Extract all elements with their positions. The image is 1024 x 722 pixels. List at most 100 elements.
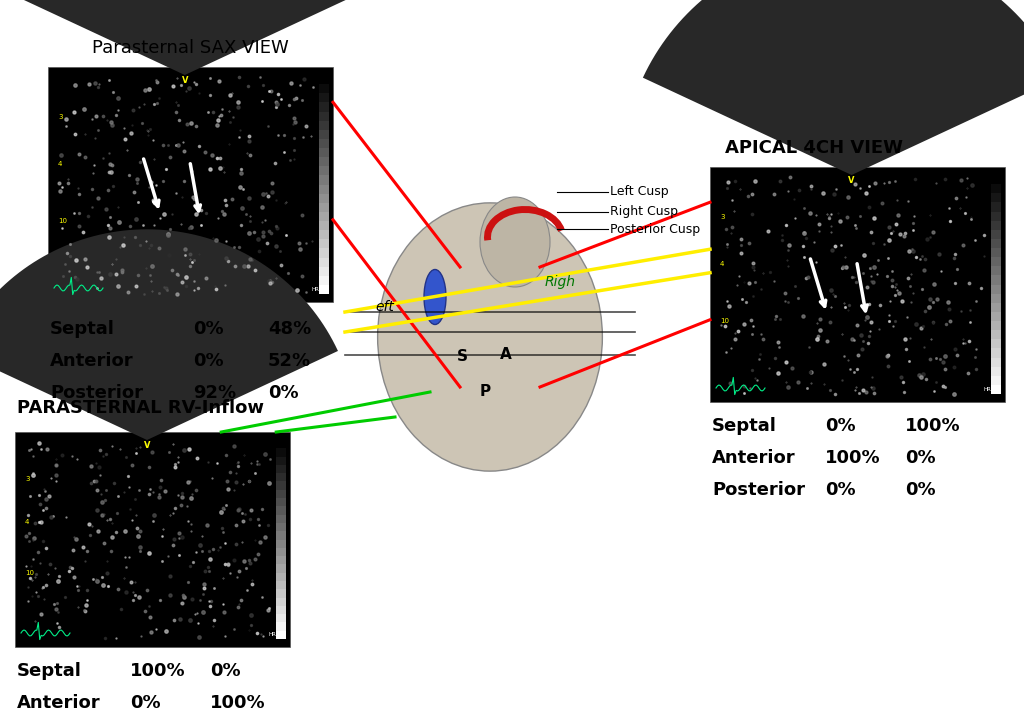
Bar — [319, 148, 329, 157]
Bar — [276, 523, 286, 531]
Text: A: A — [501, 347, 512, 362]
Text: eft: eft — [375, 300, 394, 314]
Bar — [48, 67, 333, 302]
Bar — [319, 103, 329, 111]
Bar — [991, 266, 1001, 275]
Text: 52%: 52% — [268, 352, 311, 370]
Bar — [319, 185, 329, 193]
Bar — [276, 506, 286, 515]
Bar — [276, 622, 286, 631]
Text: 0%: 0% — [268, 384, 299, 402]
Bar — [276, 473, 286, 482]
Bar — [319, 175, 329, 185]
Bar — [991, 330, 1001, 339]
Bar — [991, 321, 1001, 330]
Bar — [276, 598, 286, 606]
Text: HR: HR — [983, 387, 991, 392]
Bar — [991, 284, 1001, 294]
Text: Anterior: Anterior — [17, 694, 100, 712]
Text: 48%: 48% — [268, 320, 311, 338]
Text: Parasternal SAX VIEW: Parasternal SAX VIEW — [92, 39, 289, 57]
Ellipse shape — [480, 197, 550, 287]
Bar — [319, 203, 329, 212]
Bar — [319, 248, 329, 258]
Text: Posterior: Posterior — [712, 481, 805, 499]
Bar — [991, 312, 1001, 321]
Bar — [276, 606, 286, 614]
Bar — [276, 573, 286, 581]
Bar — [991, 349, 1001, 357]
Text: 100%: 100% — [210, 694, 265, 712]
Text: 0%: 0% — [905, 481, 936, 499]
Text: V: V — [181, 76, 188, 85]
Text: 0%: 0% — [193, 320, 223, 338]
Text: 4: 4 — [720, 261, 724, 267]
Bar — [710, 167, 1005, 402]
Bar — [991, 375, 1001, 385]
Bar — [276, 490, 286, 498]
Bar — [991, 294, 1001, 303]
Bar — [276, 589, 286, 598]
Bar — [15, 432, 290, 647]
Bar — [276, 498, 286, 506]
Text: 3: 3 — [58, 114, 62, 121]
Bar — [991, 303, 1001, 312]
Bar — [991, 230, 1001, 239]
Bar — [319, 121, 329, 130]
Text: Posterior: Posterior — [50, 384, 143, 402]
Bar — [276, 581, 286, 589]
Text: Posterior Cusp: Posterior Cusp — [610, 222, 700, 235]
Polygon shape — [643, 0, 1024, 175]
Bar — [276, 440, 286, 448]
Text: V: V — [848, 176, 855, 185]
Bar — [991, 202, 1001, 212]
Bar — [319, 157, 329, 166]
Bar — [319, 230, 329, 239]
Bar — [319, 111, 329, 121]
Text: 3: 3 — [25, 476, 30, 482]
Text: 100%: 100% — [825, 449, 881, 467]
Text: 92%: 92% — [193, 384, 237, 402]
Bar — [991, 184, 1001, 193]
Bar — [319, 285, 329, 294]
Text: Left Cusp: Left Cusp — [610, 186, 669, 199]
Text: Septal: Septal — [17, 662, 82, 680]
Ellipse shape — [378, 203, 602, 471]
Bar — [276, 531, 286, 539]
Text: 3: 3 — [720, 214, 725, 220]
Text: 10: 10 — [720, 318, 729, 323]
Text: 10: 10 — [58, 218, 67, 224]
Bar — [991, 357, 1001, 367]
Bar — [319, 130, 329, 139]
Text: 100%: 100% — [130, 662, 185, 680]
Text: 0%: 0% — [210, 662, 241, 680]
Ellipse shape — [424, 269, 446, 324]
Bar — [319, 212, 329, 221]
Bar — [991, 367, 1001, 375]
Bar — [319, 166, 329, 175]
Text: 100%: 100% — [905, 417, 961, 435]
Bar — [276, 614, 286, 622]
Text: APICAL 4CH VIEW: APICAL 4CH VIEW — [725, 139, 903, 157]
Text: Septal: Septal — [50, 320, 115, 338]
Bar — [319, 139, 329, 148]
Text: P: P — [479, 384, 490, 399]
Polygon shape — [0, 0, 393, 75]
Text: Anterior: Anterior — [50, 352, 133, 370]
Bar — [276, 465, 286, 473]
Text: Septal: Septal — [712, 417, 777, 435]
Text: 4: 4 — [25, 518, 30, 525]
Bar — [991, 339, 1001, 349]
Bar — [276, 482, 286, 490]
Text: HR: HR — [268, 632, 275, 637]
Bar — [276, 565, 286, 573]
Text: PARASTERNAL RV-Inflow: PARASTERNAL RV-Inflow — [17, 399, 264, 417]
Bar — [276, 548, 286, 556]
Bar — [276, 515, 286, 523]
Text: 0%: 0% — [825, 417, 856, 435]
Bar — [319, 276, 329, 285]
Bar — [991, 257, 1001, 266]
Bar — [991, 239, 1001, 248]
Bar — [276, 539, 286, 548]
Bar — [276, 448, 286, 456]
